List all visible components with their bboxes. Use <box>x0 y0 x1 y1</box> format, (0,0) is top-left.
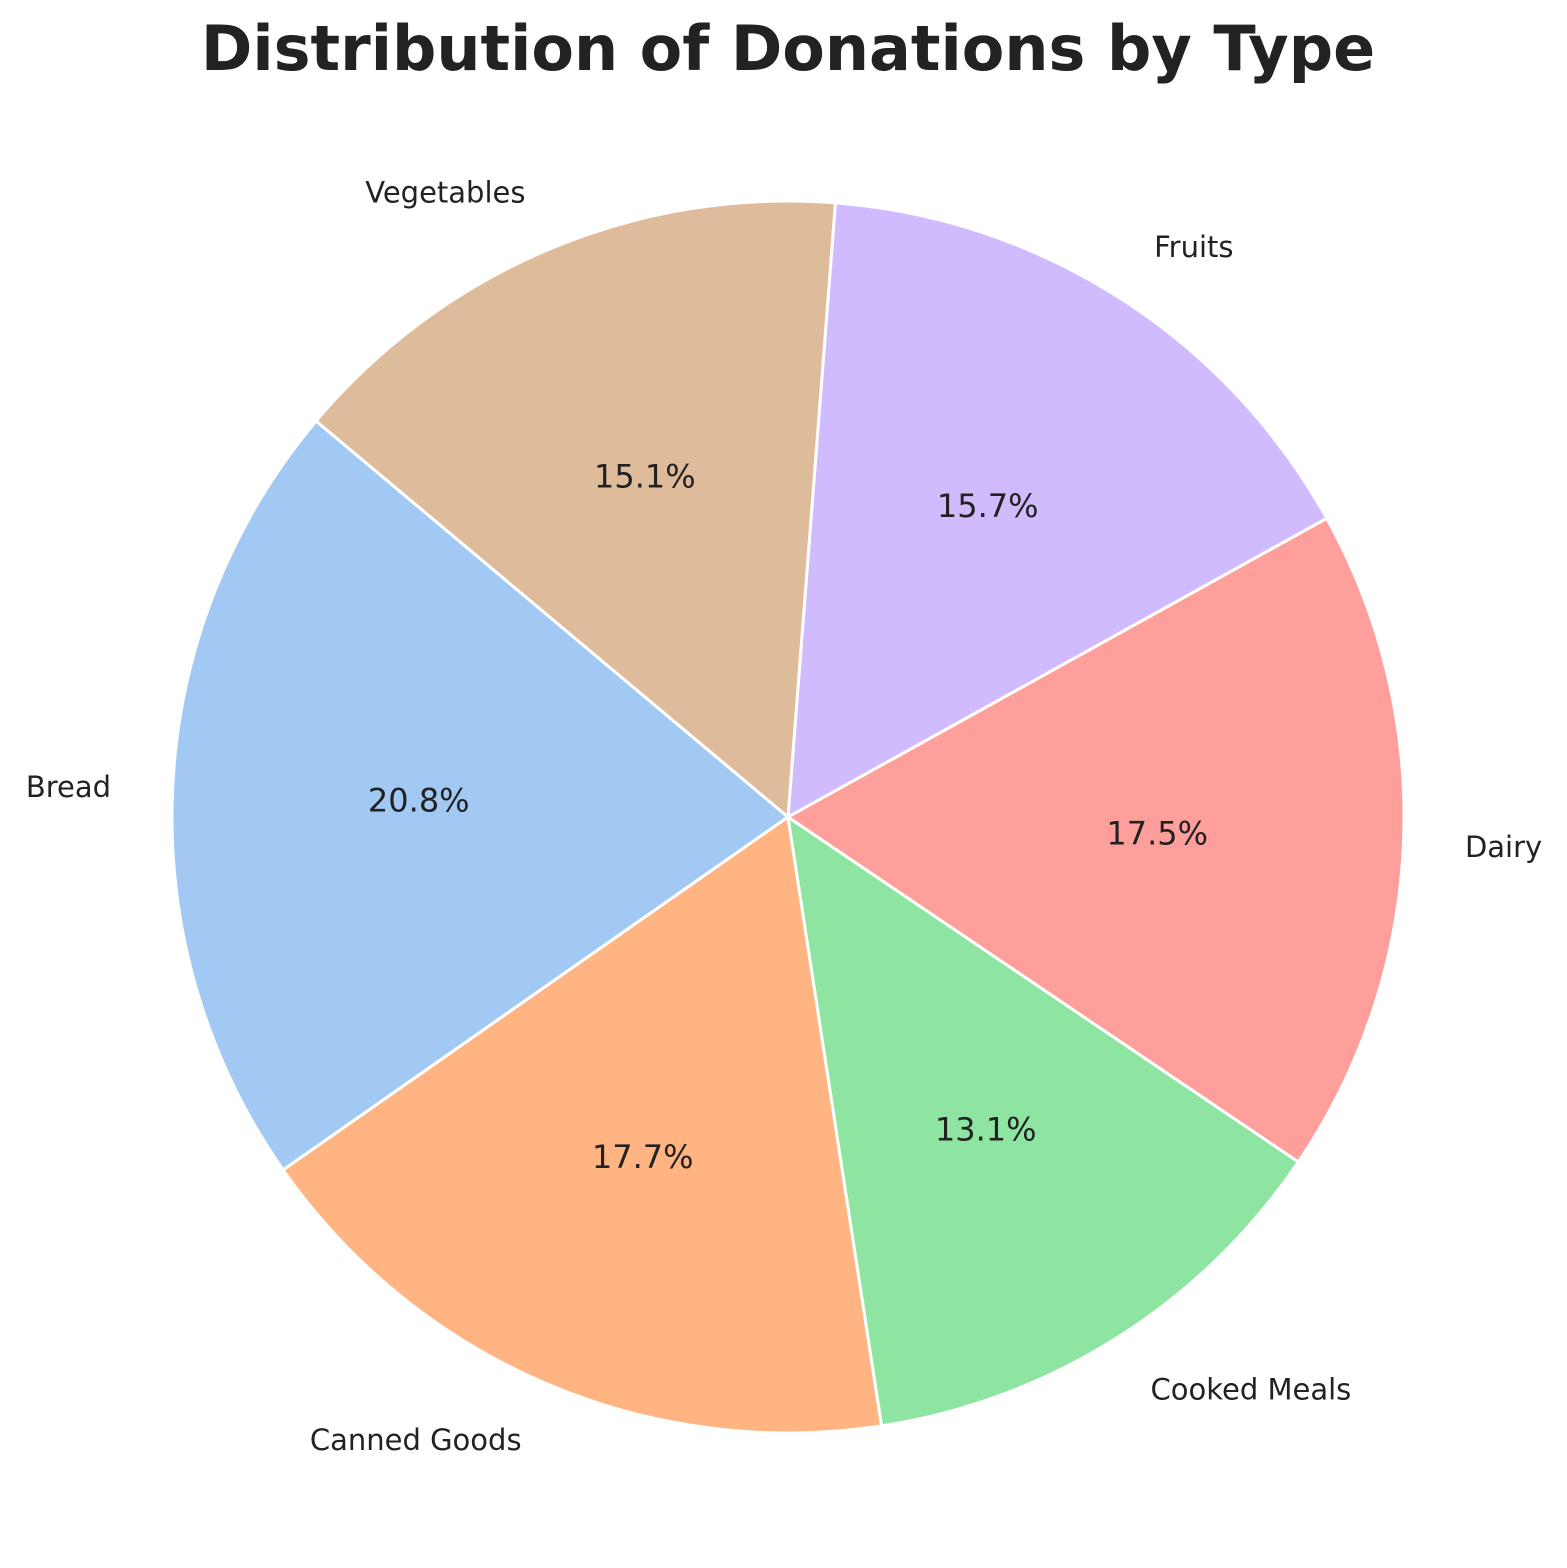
pie-slice-bread <box>170 418 791 1173</box>
pie-slice-vegetables <box>314 199 838 821</box>
category-label-vegetables: Vegetables <box>365 175 525 209</box>
pie-slice-fruits <box>786 201 1329 820</box>
percentage-label-cooked-meals: 13.1% <box>935 1110 1037 1148</box>
pie-slices <box>170 199 1406 1435</box>
pie-slice-canned-goods <box>281 814 884 1435</box>
percentage-labels: 20.8% 17.7% 13.1% 17.5% 15.7% 15.1% <box>368 457 1208 1176</box>
category-label-cooked-meals: Cooked Meals <box>1151 1372 1352 1406</box>
percentage-label-dairy: 17.5% <box>1106 814 1208 852</box>
category-label-bread: Bread <box>26 770 111 804</box>
percentage-label-fruits: 15.7% <box>937 487 1039 525</box>
chart-title: Distribution of Donations by Type <box>201 12 1375 85</box>
percentage-label-vegetables: 15.1% <box>594 457 696 495</box>
category-label-canned-goods: Canned Goods <box>310 1423 522 1457</box>
category-label-dairy: Dairy <box>1465 830 1542 864</box>
pie-slice-cooked-meals <box>785 813 1301 1428</box>
category-label-fruits: Fruits <box>1154 230 1233 264</box>
pie-slice-dairy <box>785 516 1406 1165</box>
percentage-label-canned-goods: 17.7% <box>592 1138 694 1176</box>
category-labels: Bread Canned Goods Cooked Meals Dairy Fruits… <box>26 175 1542 1457</box>
percentage-label-bread: 20.8% <box>368 782 470 820</box>
